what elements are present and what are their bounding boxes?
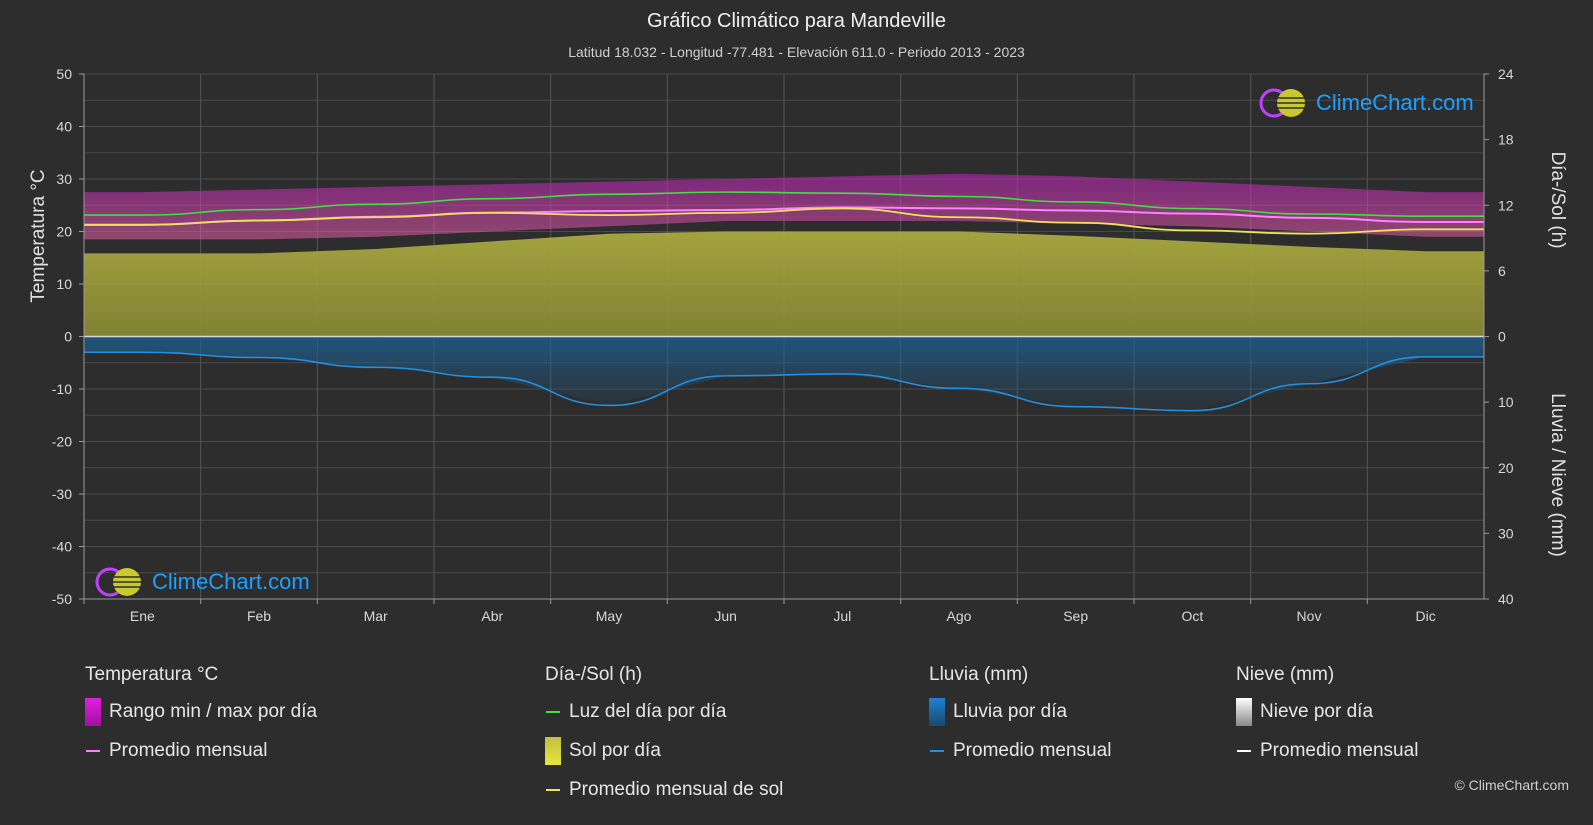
rain-area: [84, 336, 1484, 411]
right-tick-label: 18: [1498, 132, 1514, 148]
right-tick-label: 0: [1498, 329, 1506, 345]
axes: 50 40 30 20 10 0 -10 -20 -30 -40 -50 24 18 12 6 0 10 20 30…: [52, 66, 1514, 624]
climate-chart: 50 40 30 20 10 0 -10 -20 -30 -40 -50 24 18 12 6 0 10 20 30…: [28, 66, 1568, 624]
right-tick-label: 30: [1498, 525, 1514, 541]
copyright: © ClimeChart.com: [1454, 777, 1569, 793]
x-tick-label: Abr: [481, 608, 503, 624]
x-tick-label: Oct: [1181, 608, 1203, 624]
x-tick-label: Ene: [130, 608, 155, 624]
right-tick-label: 40: [1498, 591, 1514, 607]
temp-range-band: [84, 173, 1484, 240]
snow-swatch: [1236, 698, 1252, 726]
x-tick-label: Feb: [247, 608, 271, 624]
left-tick-label: 20: [56, 224, 72, 240]
legend-item-rain: Lluvia por día: [929, 698, 1111, 726]
x-tick-label: Jul: [833, 608, 851, 624]
left-tick-label: 30: [56, 171, 72, 187]
legend-label: Rango min / max por día: [109, 701, 318, 722]
left-tick-label: -10: [52, 381, 72, 397]
left-tick-label: -30: [52, 486, 72, 502]
x-tick-label: May: [596, 608, 622, 624]
legend-item-snow: Nieve por día: [1236, 698, 1418, 726]
legend-item-sunshine: Sol por día: [545, 737, 783, 765]
right-tick-label: 10: [1498, 394, 1514, 410]
sunshine-swatch: [545, 737, 561, 765]
legend-item-snow-avg: Promedio mensual: [1236, 739, 1418, 763]
x-tick-label: Jun: [714, 608, 737, 624]
sunshine-area: [84, 231, 1484, 337]
x-tick-label: Nov: [1297, 608, 1322, 624]
temp-avg-swatch: [86, 750, 100, 752]
legend-label: Promedio mensual de sol: [569, 779, 784, 800]
right-tick-label: 24: [1498, 66, 1514, 82]
areas: [84, 173, 1484, 411]
x-tick-label: Dic: [1416, 608, 1436, 624]
logo-icon: [1259, 88, 1305, 118]
logo-top[interactable]: ClimeChart.com: [1258, 86, 1474, 120]
logo-icon: [95, 567, 141, 597]
temp-range-swatch: [85, 698, 101, 726]
legend-sun: Día-/Sol (h) Luz del día por día Sol por…: [545, 664, 783, 817]
chart-subtitle: Latitud 18.032 - Longitud -77.481 - Elev…: [568, 44, 1025, 60]
rain-avg-swatch: [930, 750, 944, 752]
x-tick-label: Sep: [1063, 608, 1088, 624]
legend-label: Lluvia por día: [953, 701, 1068, 722]
daylight-swatch: [546, 711, 560, 713]
left-axis-label: Temperatura °C: [28, 169, 49, 302]
chart-title: Gráfico Climático para Mandeville: [646, 10, 946, 32]
legend-label: Nieve por día: [1260, 701, 1374, 722]
legend-item-rain-avg: Promedio mensual: [929, 739, 1111, 763]
logo-text: ClimeChart.com: [1316, 90, 1474, 115]
right-axis-bottom-label: Lluvia / Nieve (mm): [1547, 393, 1568, 557]
legend-item-daylight: Luz del día por día: [545, 700, 783, 724]
daylight-line: [83, 191, 1484, 217]
legend-item-sunshine-avg: Promedio mensual de sol: [545, 778, 783, 802]
sunshine-avg-swatch: [546, 789, 560, 791]
right-tick-label: 20: [1498, 460, 1514, 476]
legend-temperature: Temperatura °C Rango min / max por día P…: [85, 664, 317, 778]
legend-heading: Temperatura °C: [85, 664, 219, 685]
left-tick-label: 10: [56, 276, 72, 292]
legend-heading: Nieve (mm): [1236, 664, 1335, 685]
left-tick-label: 0: [64, 329, 72, 345]
legend-rain: Lluvia (mm) Lluvia por día Promedio mens…: [929, 664, 1111, 778]
left-tick-label: -50: [52, 591, 72, 607]
legend-item-temp-range: Rango min / max por día: [85, 698, 318, 726]
right-tick-label: 12: [1498, 197, 1514, 213]
x-tick-label: Ago: [947, 608, 972, 624]
logo-text: ClimeChart.com: [152, 569, 310, 594]
sunshine-avg-line: [83, 207, 1485, 235]
legend-label: Promedio mensual: [953, 740, 1112, 761]
legend-item-temp-avg: Promedio mensual: [85, 739, 317, 763]
legend-label: Luz del día por día: [569, 701, 727, 722]
legend-label: Promedio mensual: [109, 740, 268, 761]
left-tick-label: -20: [52, 434, 72, 450]
rain-avg-line: [84, 351, 1484, 412]
legend-heading: Día-/Sol (h): [545, 664, 643, 685]
x-tick-label: Mar: [364, 608, 388, 624]
left-tick-label: 40: [56, 119, 72, 135]
right-axis-top-label: Día-/Sol (h): [1547, 151, 1568, 248]
rain-swatch: [929, 698, 945, 726]
legend-label: Sol por día: [569, 740, 661, 761]
legend-heading: Lluvia (mm): [929, 664, 1029, 685]
left-tick-label: 50: [56, 66, 72, 82]
right-tick-label: 6: [1498, 263, 1506, 279]
legend-snow: Nieve (mm) Nieve por día Promedio mensua…: [1236, 664, 1418, 778]
legend-label: Promedio mensual: [1260, 740, 1419, 761]
left-tick-label: -40: [52, 539, 72, 555]
snow-avg-swatch: [1237, 750, 1251, 752]
logo-bottom[interactable]: ClimeChart.com: [94, 565, 310, 599]
